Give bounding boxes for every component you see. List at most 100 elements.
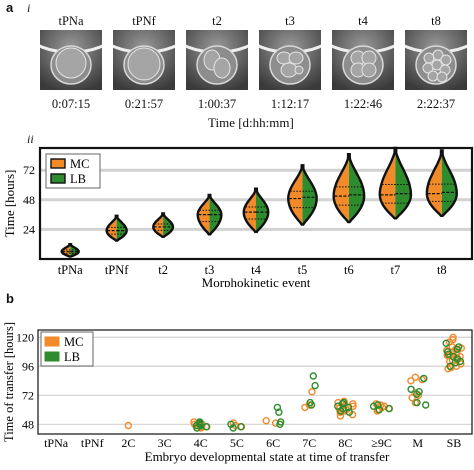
data-point-mc — [449, 336, 457, 344]
data-point-lb — [192, 421, 201, 430]
embryo-thumbnail — [186, 30, 248, 90]
violin-half-lb — [395, 148, 411, 219]
data-point-mc — [262, 416, 270, 425]
violin-outline — [425, 149, 458, 218]
data-point-lb — [311, 381, 319, 390]
data-point-mc — [408, 393, 416, 402]
data-point-lb — [229, 424, 237, 432]
panel-a-sublabel-ii: ii — [27, 132, 34, 146]
data-point-lb — [444, 350, 452, 358]
data-point-lb — [422, 401, 430, 409]
x-tick-label: t6 — [344, 263, 354, 277]
data-point-lb — [413, 398, 421, 407]
y-axis-label: Time of transfer [hours] — [2, 322, 16, 442]
timestamp-label: 1:22:46 — [343, 97, 383, 111]
x-tick-label: tPNa — [58, 263, 83, 277]
x-tick-label: tPNf — [81, 436, 104, 450]
time-axis-label: Time [d:hh:mm] — [208, 115, 294, 130]
x-tick-label: 4C — [194, 436, 208, 450]
y-tick-label: 24 — [23, 222, 35, 236]
scatter-chart: 48 72 96 120 tPNa tPNf 2C 3C 4C 5C 6C 7C 8C ≥9C M SB MCL… — [2, 322, 473, 464]
embryo-cell — [55, 47, 87, 79]
legend-label-lb: LB — [70, 172, 86, 186]
timestamp-label: 0:07:15 — [51, 97, 91, 111]
violin-outline — [152, 212, 175, 238]
plot-frame — [37, 329, 473, 435]
embryo-cell — [431, 59, 443, 71]
data-point-lb — [344, 403, 353, 412]
legend-swatch-lb — [50, 173, 66, 184]
y-tick-label: 72 — [23, 163, 35, 177]
legend-swatch-mc — [44, 336, 60, 347]
x-tick-label: ≥9C — [371, 436, 392, 450]
x-tick-label: 8C — [338, 436, 352, 450]
stage-label: t8 — [431, 14, 441, 28]
timestamp-label: 2:22:37 — [416, 97, 456, 111]
x-tick-label: M — [412, 436, 423, 450]
data-point-lb — [345, 408, 353, 416]
violin-outline — [242, 187, 270, 234]
data-point-mc — [411, 373, 419, 381]
x-tick-label: t8 — [437, 263, 447, 277]
embryo-thumbnail — [40, 30, 102, 90]
x-tick-label: SB — [447, 436, 462, 450]
embryo-cell — [423, 52, 435, 64]
data-point-lb — [369, 402, 378, 410]
data-point-lb — [375, 406, 383, 414]
violin-half-mc — [426, 150, 442, 216]
embryo-thumbnail — [259, 30, 321, 90]
panel-a-sublabel-i: i — [27, 1, 31, 15]
x-tick-label: tPNf — [105, 263, 129, 277]
violin-outline — [60, 243, 80, 258]
data-point-lb — [453, 345, 461, 353]
data-point-mc — [336, 412, 345, 420]
data-point-lb — [407, 385, 415, 394]
legend-swatch-lb — [44, 351, 60, 362]
y-axis-label: Time [hours] — [2, 170, 17, 238]
x-tick-label: 2C — [121, 436, 135, 450]
y-tick-label: 48 — [23, 193, 35, 207]
data-point-lb — [338, 400, 347, 408]
stage-label: t2 — [212, 14, 222, 28]
data-point-lb — [385, 404, 393, 413]
legend-label-mc: MC — [64, 335, 83, 349]
x-tick-label: 7C — [302, 436, 316, 450]
data-point-mc — [377, 401, 385, 409]
y-tick-label: 96 — [22, 359, 34, 373]
data-point-lb — [202, 422, 211, 431]
timestamp-label: 1:12:17 — [270, 97, 310, 111]
x-tick-label: t2 — [158, 263, 168, 277]
x-tick-label: t7 — [390, 263, 400, 277]
embryo-cell — [440, 54, 452, 66]
embryo-cell — [436, 71, 448, 83]
data-point-mc — [407, 377, 415, 385]
data-point-lb — [374, 401, 382, 409]
stage-label: tPNf — [132, 14, 156, 28]
data-point-mc — [442, 346, 451, 355]
x-tick-label: 3C — [158, 436, 172, 450]
x-tick-label: t5 — [298, 263, 308, 277]
data-point-lb — [413, 390, 421, 398]
data-point-mc — [349, 400, 357, 408]
violin-outline — [105, 214, 128, 242]
data-point-lb — [273, 403, 282, 412]
data-point-lb — [446, 362, 454, 371]
timestamp-label: 0:21:57 — [124, 97, 164, 111]
data-point-mc — [308, 387, 316, 396]
violin-outline — [196, 193, 223, 236]
x-tick-label: tPNa — [44, 436, 69, 450]
stage-label: t4 — [358, 14, 368, 28]
data-point-mc — [301, 403, 309, 412]
data-point-lb — [309, 372, 317, 380]
data-point-mc — [418, 375, 426, 384]
data-point-mc — [447, 363, 455, 372]
stage-label: tPNa — [58, 14, 84, 28]
x-tick-label: 5C — [230, 436, 244, 450]
legend-swatch-mc — [50, 158, 66, 169]
data-point-lb — [306, 398, 314, 407]
violin-half-lb — [441, 150, 457, 216]
embryo-cell — [213, 57, 231, 79]
x-tick-label: 6C — [266, 436, 280, 450]
data-point-lb — [442, 339, 450, 347]
